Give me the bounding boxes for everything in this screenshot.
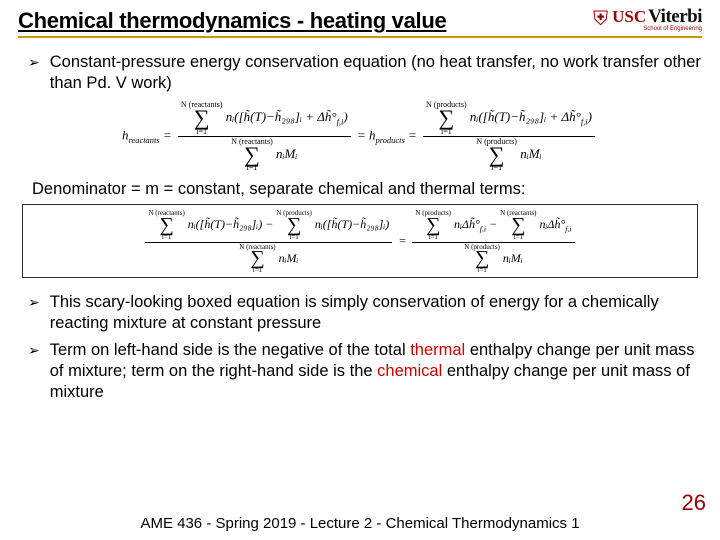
b3-chemical: chemical [377, 362, 442, 380]
boxed-equation: N (reactants)∑i=1 nᵢ([h̃(T)−h̃₂₉₈]ᵢ) − N… [22, 204, 698, 278]
usc-logo: ⛨ USC Viterbi School of Engineering [593, 6, 702, 32]
eq2-tr2: nᵢΔh̃° [540, 217, 566, 231]
eq2-nimi1: nᵢMᵢ [279, 251, 299, 265]
bullet-3-text: Term on left-hand side is the negative o… [50, 340, 702, 403]
header: Chemical thermodynamics - heating value … [18, 8, 702, 38]
b3-thermal: thermal [410, 341, 465, 359]
eq1-nimi1: nᵢMᵢ [276, 146, 297, 161]
logo-subtitle: School of Engineering [643, 26, 702, 32]
footer-text: AME 436 - Spring 2019 - Lecture 2 - Chem… [140, 515, 579, 532]
eq2-i3: i=1 [239, 267, 275, 274]
eq1-i1b: i=1 [231, 164, 273, 172]
footer: AME 436 - Spring 2019 - Lecture 2 - Chem… [0, 515, 720, 532]
equation-1: hreactants = N (reactants)∑i=1 nᵢ([h̃(T)… [18, 100, 702, 173]
eq1-frac1: N (reactants)∑i=1 nᵢ([h̃(T)−h̃₂₉₈]ᵢ + Δh… [178, 100, 351, 173]
eq2-i1: i=1 [148, 234, 184, 241]
mid-text: Denominator = m = constant, separate che… [32, 179, 702, 200]
eq1-i1c: i=1 [426, 128, 467, 136]
bullet-arrow-icon: ➢ [28, 294, 40, 312]
logo-text: USC Viterbi School of Engineering [612, 6, 702, 32]
eq2-t2: nᵢ([h̃(T)−h̃₂₉₈]ᵢ) [315, 217, 389, 231]
eq2-t1: nᵢ([h̃(T)−h̃₂₉₈]ᵢ) [188, 217, 262, 231]
eq2-i6: i=1 [464, 267, 500, 274]
eq1-cl1: ) [343, 109, 347, 124]
eq1-frac2: N (products)∑i=1 nᵢ([h̃(T)−h̃₂₉₈]ᵢ + Δh̃… [423, 100, 595, 173]
eq1-cl2: ) [588, 109, 592, 124]
bullet-1: ➢ Constant-pressure energy conservation … [28, 52, 702, 94]
eq2-i2: i=1 [276, 234, 312, 241]
eq1-eq2: = [357, 128, 369, 143]
bullet-3: ➢ Term on left-hand side is the negative… [28, 340, 702, 403]
eq2-i4: i=1 [415, 234, 451, 241]
b3a: Term on left-hand side is the negative o… [50, 341, 410, 359]
eq1-nimi2: nᵢMᵢ [520, 146, 541, 161]
eq1-eq3: = [408, 128, 420, 143]
eq1-t1: nᵢ([h̃(T)−h̃₂₉₈]ᵢ + Δh̃° [226, 109, 337, 124]
eq2-body: N (reactants)∑i=1 nᵢ([h̃(T)−h̃₂₉₈]ᵢ) − N… [142, 209, 577, 275]
eq2-m1: − [265, 217, 276, 231]
logo-usc-text: USC [612, 7, 646, 27]
eq2-m2: − [489, 217, 500, 231]
bullet-arrow-icon: ➢ [28, 342, 40, 360]
bullet-2: ➢ This scary-looking boxed equation is s… [28, 292, 702, 334]
bullet-1-text: Constant-pressure energy conservation eq… [50, 52, 702, 94]
slide-title: Chemical thermodynamics - heating value [18, 8, 446, 34]
eq2-rhs: N (products)∑i=1 nᵢΔh̃°f,i − N (reactant… [412, 209, 574, 275]
bullet-arrow-icon: ➢ [28, 54, 40, 72]
eq2-nimi2: nᵢMᵢ [503, 251, 523, 265]
eq1-t2: nᵢ([h̃(T)−h̃₂₉₈]ᵢ + Δh̃° [470, 109, 581, 124]
eq1-sub2: products [376, 135, 405, 145]
content: ➢ Constant-pressure energy conservation … [18, 38, 702, 404]
eq1-fi2: f,i [581, 117, 588, 127]
eq2-fi1: f,i [480, 225, 486, 234]
logo-shield-icon: ⛨ [593, 8, 608, 31]
eq1-eq1: = [163, 128, 175, 143]
eq1-i1d: i=1 [476, 164, 517, 172]
page-number: 26 [682, 490, 706, 516]
eq2-tr1: nᵢΔh̃° [454, 217, 480, 231]
slide: Chemical thermodynamics - heating value … [0, 0, 720, 540]
eq1-body: hreactants = N (reactants)∑i=1 nᵢ([h̃(T)… [122, 100, 598, 173]
eq2-fi2: f,i [565, 225, 571, 234]
eq2-eq: = [398, 234, 409, 248]
eq1-sub1: reactants [129, 135, 160, 145]
logo-viterbi-text: Viterbi [648, 6, 702, 28]
eq2-i5: i=1 [500, 234, 536, 241]
eq1-i1a: i=1 [181, 128, 223, 136]
eq2-lhs: N (reactants)∑i=1 nᵢ([h̃(T)−h̃₂₉₈]ᵢ) − N… [145, 209, 392, 275]
bullet-2-text: This scary-looking boxed equation is sim… [50, 292, 702, 334]
